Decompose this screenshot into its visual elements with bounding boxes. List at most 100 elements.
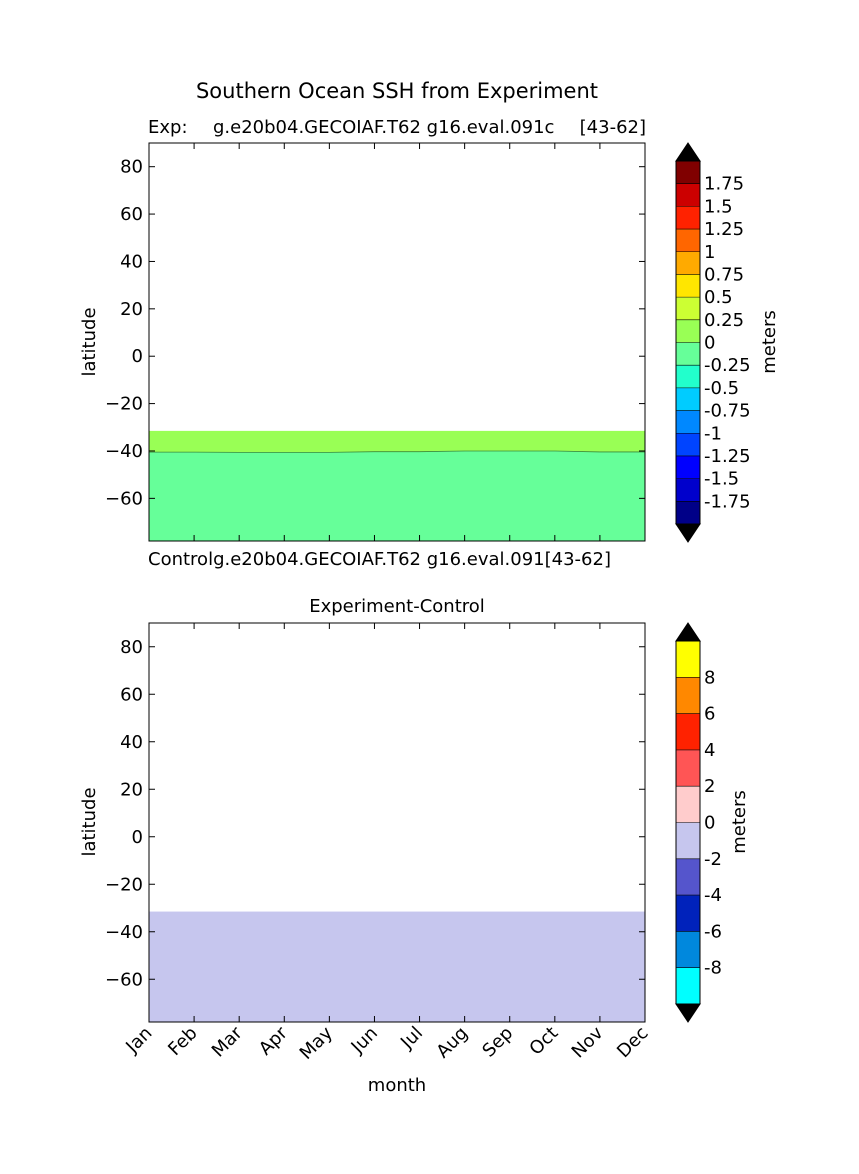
colorbar-tick-label: -0.75 (704, 401, 751, 422)
filled-region (149, 450, 645, 541)
colorbar-segment (676, 251, 700, 275)
top-ylabel: latitude (79, 307, 100, 376)
colorbar-tick-label: -8 (704, 958, 722, 979)
filled-region (149, 911, 645, 1022)
y-tick-label: 80 (120, 157, 143, 178)
x-tick-label: Dec (613, 1023, 652, 1062)
colorbar-tick-label: -1.75 (704, 491, 751, 512)
colorbar-extend-min (675, 1003, 701, 1023)
colorbar-segment (676, 229, 700, 252)
colorbar-segment (676, 161, 700, 184)
colorbar-tick-label: 6 (704, 704, 715, 725)
colorbar-segment (676, 410, 700, 434)
plot-frame (148, 622, 646, 1023)
y-tick-label: −20 (105, 394, 143, 415)
colorbar-tick-label: 1.25 (704, 219, 744, 240)
filled-region (149, 430, 645, 453)
top-center-label: g.e20b04.GECOIAF.T62 g16.eval.091c (213, 117, 554, 138)
bottom-xlabel: month (368, 1075, 426, 1096)
colorbar-segment (676, 967, 700, 1004)
top-panel: Exp: g.e20b04.GECOIAF.T62 g16.eval.091c … (79, 117, 780, 570)
bottom-ylabel: latitude (79, 787, 100, 856)
top-bottom-label: Controlg.e20b04.GECOIAF.T62 g16.eval.091… (148, 549, 611, 570)
colorbar-tick-label: -2 (704, 849, 722, 870)
colorbar-segment (676, 342, 700, 366)
colorbar-segment (676, 183, 700, 207)
y-tick-label: 60 (120, 204, 143, 225)
colorbar-tick-label: 0.5 (704, 287, 733, 308)
x-tick-label: Nov (568, 1022, 608, 1062)
colorbar-segment (676, 365, 700, 388)
x-tick-label: Jan (121, 1023, 156, 1058)
x-tick-label: Oct (525, 1023, 562, 1060)
colorbar-segment (676, 387, 700, 411)
colorbar-extend-max (675, 622, 701, 642)
y-tick-label: 40 (120, 251, 143, 272)
colorbar-tick-label: -1 (704, 423, 722, 444)
colorbar-segment (676, 822, 700, 859)
top-left-label: Exp: (148, 117, 188, 138)
colorbar-segment (676, 478, 700, 502)
x-tick-label: Jul (396, 1023, 427, 1054)
x-tick-label: Sep (478, 1023, 517, 1062)
colorbar-segment (676, 501, 700, 524)
y-tick-label: 20 (120, 299, 143, 320)
colorbar-tick-label: -4 (704, 885, 722, 906)
plot-frame (148, 142, 646, 542)
colorbar-segment (676, 931, 700, 968)
colorbar-tick-label: 1.5 (704, 196, 733, 217)
colorbar-tick-label: -0.25 (704, 355, 751, 376)
colorbar-tick-label: 1.75 (704, 174, 744, 195)
top-colorbar: 1.751.51.2510.750.50.250-0.25-0.5-0.75-1… (675, 142, 751, 543)
colorbar-tick-label: 0 (704, 333, 715, 354)
colorbar-extend-max (675, 142, 701, 162)
colorbar-tick-label: 4 (704, 740, 715, 761)
y-tick-label: 0 (132, 827, 143, 848)
colorbar-segment (676, 319, 700, 343)
colorbar-tick-label: 1 (704, 242, 715, 263)
y-tick-label: 20 (120, 779, 143, 800)
y-tick-label: 80 (120, 637, 143, 658)
y-tick-label: 60 (120, 684, 143, 705)
colorbar-tick-label: 2 (704, 776, 715, 797)
bottom-title: Experiment-Control (309, 596, 485, 617)
colorbar-tick-label: 0.25 (704, 310, 744, 331)
colorbar-segment (676, 786, 700, 823)
colorbar-tick-label: -1.5 (704, 469, 739, 490)
colorbar-segment (676, 274, 700, 298)
colorbar-segment (676, 433, 700, 456)
y-tick-label: −60 (105, 969, 143, 990)
colorbar-tick-label: -6 (704, 921, 722, 942)
colorbar-tick-label: -1.25 (704, 446, 751, 467)
bottom-panel: Experiment-Control 806040200−20−40−60Jan… (79, 596, 750, 1096)
top-right-label: [43-62] (580, 117, 646, 138)
contour-line (149, 450, 645, 453)
colorbar-segment (676, 206, 700, 230)
colorbar-tick-label: 0 (704, 813, 715, 834)
bottom-colorbar: 8 6 4 2 0 -2 -4 -6 -8 (675, 622, 722, 1023)
y-tick-label: −60 (105, 488, 143, 509)
x-tick-label: Aug (432, 1023, 472, 1063)
x-tick-label: May (296, 1022, 337, 1063)
x-tick-label: Feb (164, 1023, 201, 1060)
colorbar-segment (676, 895, 700, 932)
x-tick-label: Mar (208, 1022, 247, 1061)
y-tick-label: −40 (105, 441, 143, 462)
y-tick-label: −20 (105, 874, 143, 895)
colorbar-segment (676, 297, 700, 320)
colorbar-segment (676, 677, 700, 714)
x-tick-label: Jun (347, 1023, 382, 1058)
colorbar-segment (676, 858, 700, 896)
bottom-colorbar-label: meters (729, 790, 750, 854)
top-colorbar-label: meters (759, 310, 780, 374)
figure-title: Southern Ocean SSH from Experiment (196, 79, 598, 103)
y-tick-label: −40 (105, 922, 143, 943)
colorbar-tick-label: 8 (704, 667, 715, 688)
bottom-plot-area: 80 60 40 20 0 −20 −40 −60 Jan Feb Mar Apr May Jun Jul A… (105, 622, 653, 1064)
colorbar-segment (676, 641, 700, 678)
colorbar-segment (676, 455, 700, 479)
colorbar-tick-label: 0.75 (704, 264, 744, 285)
y-tick-label: 0 (132, 346, 143, 367)
colorbar-segment (676, 713, 700, 750)
